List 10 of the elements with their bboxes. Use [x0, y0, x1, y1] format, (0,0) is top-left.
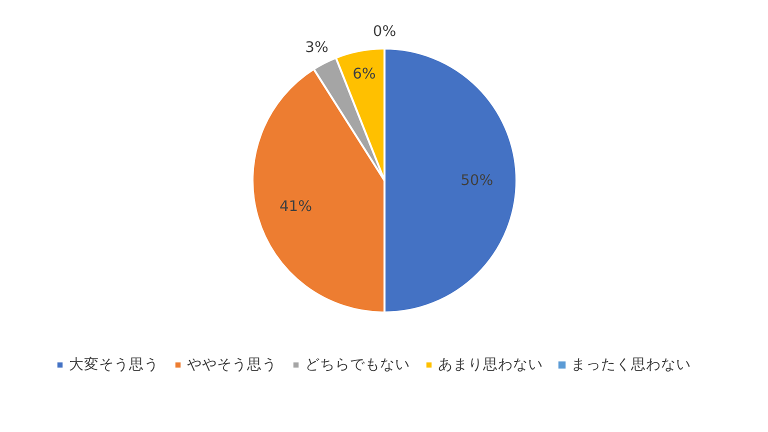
data-label: 50% [460, 172, 494, 189]
legend-label: 大変そう思う [69, 355, 159, 374]
data-label: 41% [279, 198, 312, 215]
text: 0% [372, 22, 396, 40]
legend-label: あまり思わない [438, 355, 543, 374]
data-label: 6% [352, 66, 376, 83]
legend-label: まったく思わない [571, 355, 691, 374]
legend-label: どちらでもない [305, 355, 410, 374]
data-label: 3% [305, 39, 328, 56]
legend-label: ややそう思う [187, 355, 277, 374]
